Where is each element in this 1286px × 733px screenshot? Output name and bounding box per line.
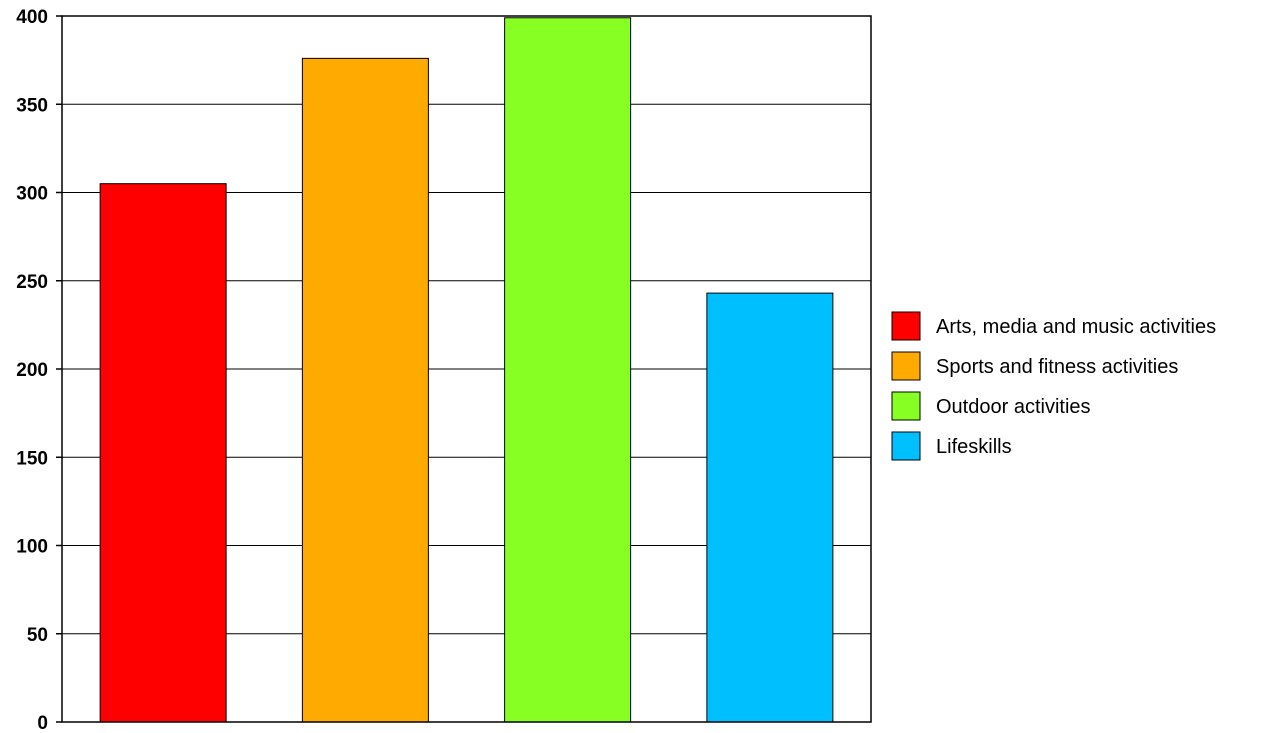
bar-outdoor-activities bbox=[504, 17, 632, 723]
legend-swatch-lifeskills bbox=[891, 431, 921, 461]
bar-sports-and-fitness-activities bbox=[301, 57, 429, 723]
y-tick-label-350: 350 bbox=[16, 95, 48, 116]
y-tick-label-100: 100 bbox=[16, 537, 48, 558]
y-tick-label-50: 50 bbox=[27, 625, 48, 646]
legend-item-outdoor-activities: Outdoor activities bbox=[891, 391, 1091, 421]
y-tick-label-300: 300 bbox=[16, 184, 48, 205]
y-tick-label-150: 150 bbox=[16, 448, 48, 469]
bars bbox=[99, 17, 834, 723]
legend-swatch-sports-and-fitness-activities bbox=[891, 351, 921, 381]
legend-item-sports-and-fitness-activities: Sports and fitness activities bbox=[891, 351, 1178, 381]
legend-label-lifeskills: Lifeskills bbox=[936, 436, 1012, 458]
bar-lifeskills bbox=[706, 292, 834, 723]
legend-label-arts-media-and-music-activities: Arts, media and music activities bbox=[936, 316, 1216, 338]
bar-arts-media-and-music-activities bbox=[99, 183, 227, 723]
y-tick-label-200: 200 bbox=[16, 360, 48, 381]
legend-item-lifeskills: Lifeskills bbox=[891, 431, 1012, 461]
y-tick-label-250: 250 bbox=[16, 272, 48, 293]
legend-swatch-outdoor-activities bbox=[891, 391, 921, 421]
y-axis-ticks: 0 50 100 150 200 250 300 350 400 bbox=[16, 7, 62, 733]
y-tick-label-400: 400 bbox=[16, 7, 48, 28]
legend-item-arts-media-and-music-activities: Arts, media and music activities bbox=[891, 311, 1216, 341]
legend: Arts, media and music activities Sports a… bbox=[891, 311, 1216, 461]
legend-swatch-arts-media-and-music-activities bbox=[891, 311, 921, 341]
legend-label-sports-and-fitness-activities: Sports and fitness activities bbox=[936, 356, 1178, 378]
legend-label-outdoor-activities: Outdoor activities bbox=[936, 396, 1091, 418]
y-tick-label-0: 0 bbox=[37, 713, 48, 733]
